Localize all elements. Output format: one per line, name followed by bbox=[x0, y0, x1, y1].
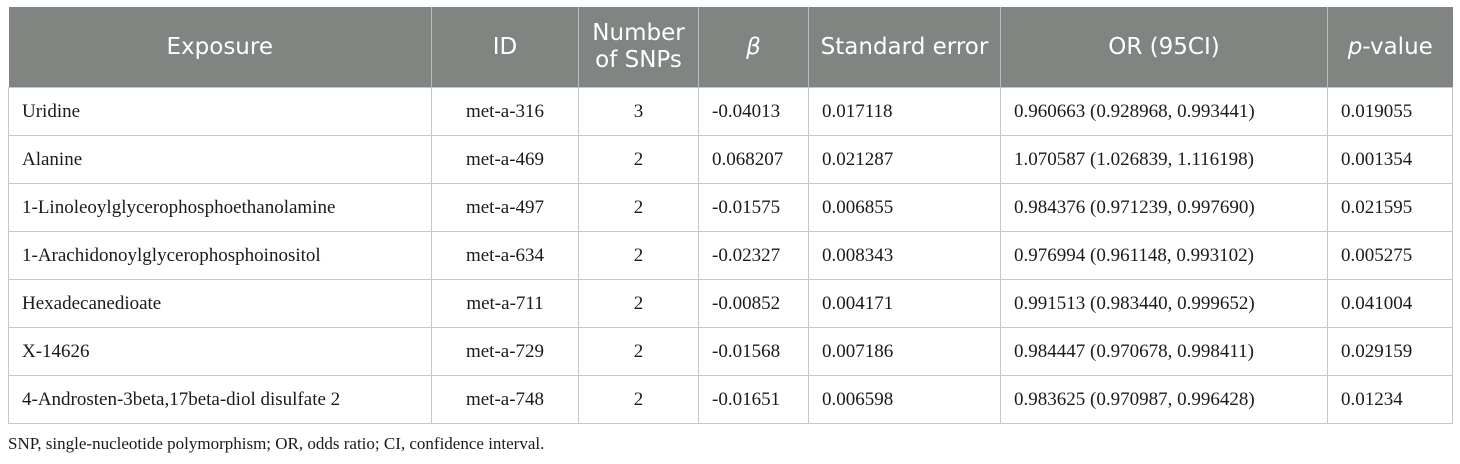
cell-beta: -0.01575 bbox=[698, 183, 809, 232]
header-id: ID bbox=[431, 7, 579, 88]
header-or-95ci: OR (95CI) bbox=[1000, 7, 1328, 88]
results-table-container: Exposure ID Number of SNPs β Standard er… bbox=[8, 7, 1453, 424]
table-row: 1-Arachidonoylglycerophosphoinositol met-… bbox=[8, 231, 1453, 280]
cell-p-value: 0.01234 bbox=[1327, 375, 1453, 424]
table-row: Uridine met-a-316 3 -0.04013 0.017118 0.96066… bbox=[8, 87, 1453, 136]
table-row: X-14626 met-a-729 2 -0.01568 0.007186 0.98444… bbox=[8, 327, 1453, 376]
cell-id: met-a-469 bbox=[431, 135, 579, 184]
header-exposure: Exposure bbox=[8, 7, 432, 88]
cell-number-of-snps: 2 bbox=[578, 375, 699, 424]
cell-standard-error: 0.004171 bbox=[808, 279, 1001, 328]
beta-symbol: β bbox=[746, 33, 761, 60]
cell-number-of-snps: 2 bbox=[578, 183, 699, 232]
cell-beta: -0.00852 bbox=[698, 279, 809, 328]
cell-or-95ci: 0.960663 (0.928968, 0.993441) bbox=[1000, 87, 1328, 136]
table-body: Uridine met-a-316 3 -0.04013 0.017118 0.96066… bbox=[8, 87, 1453, 424]
cell-or-95ci: 0.984376 (0.971239, 0.997690) bbox=[1000, 183, 1328, 232]
p-italic: p bbox=[1347, 33, 1363, 60]
cell-id: met-a-497 bbox=[431, 183, 579, 232]
cell-number-of-snps: 2 bbox=[578, 279, 699, 328]
cell-id: met-a-634 bbox=[431, 231, 579, 280]
cell-number-of-snps: 3 bbox=[578, 87, 699, 136]
cell-beta: -0.02327 bbox=[698, 231, 809, 280]
cell-or-95ci: 0.983625 (0.970987, 0.996428) bbox=[1000, 375, 1328, 424]
cell-exposure: Uridine bbox=[8, 87, 432, 136]
cell-p-value: 0.021595 bbox=[1327, 183, 1453, 232]
header-beta: β bbox=[698, 7, 809, 88]
cell-exposure: Hexadecanedioate bbox=[8, 279, 432, 328]
cell-p-value: 0.001354 bbox=[1327, 135, 1453, 184]
cell-id: met-a-729 bbox=[431, 327, 579, 376]
cell-standard-error: 0.008343 bbox=[808, 231, 1001, 280]
cell-beta: -0.01651 bbox=[698, 375, 809, 424]
cell-standard-error: 0.021287 bbox=[808, 135, 1001, 184]
header-standard-error: Standard error bbox=[808, 7, 1001, 88]
cell-exposure: 4-Androsten-3beta,17beta-diol disulfate … bbox=[8, 375, 432, 424]
cell-p-value: 0.019055 bbox=[1327, 87, 1453, 136]
header-number-of-snps: Number of SNPs bbox=[578, 7, 699, 88]
cell-standard-error: 0.006598 bbox=[808, 375, 1001, 424]
table-row: Hexadecanedioate met-a-711 2 -0.00852 0.0041… bbox=[8, 279, 1453, 328]
table-row: 4-Androsten-3beta,17beta-diol disulfate … bbox=[8, 375, 1453, 424]
cell-or-95ci: 0.976994 (0.961148, 0.993102) bbox=[1000, 231, 1328, 280]
cell-p-value: 0.041004 bbox=[1327, 279, 1453, 328]
cell-number-of-snps: 2 bbox=[578, 135, 699, 184]
cell-or-95ci: 0.984447 (0.970678, 0.998411) bbox=[1000, 327, 1328, 376]
cell-standard-error: 0.017118 bbox=[808, 87, 1001, 136]
table-row: 1-Linoleoylglycerophosphoethanolamine met… bbox=[8, 183, 1453, 232]
cell-p-value: 0.005275 bbox=[1327, 231, 1453, 280]
cell-exposure: 1-Arachidonoylglycerophosphoinositol bbox=[8, 231, 432, 280]
cell-or-95ci: 1.070587 (1.026839, 1.116198) bbox=[1000, 135, 1328, 184]
cell-id: met-a-748 bbox=[431, 375, 579, 424]
header-p-value: p-value bbox=[1327, 7, 1453, 88]
cell-beta: 0.068207 bbox=[698, 135, 809, 184]
results-table: Exposure ID Number of SNPs β Standard er… bbox=[8, 7, 1453, 424]
cell-standard-error: 0.006855 bbox=[808, 183, 1001, 232]
cell-id: met-a-711 bbox=[431, 279, 579, 328]
cell-number-of-snps: 2 bbox=[578, 231, 699, 280]
cell-standard-error: 0.007186 bbox=[808, 327, 1001, 376]
cell-id: met-a-316 bbox=[431, 87, 579, 136]
header-row: Exposure ID Number of SNPs β Standard er… bbox=[8, 7, 1453, 88]
cell-exposure: X-14626 bbox=[8, 327, 432, 376]
cell-beta: -0.01568 bbox=[698, 327, 809, 376]
cell-or-95ci: 0.991513 (0.983440, 0.999652) bbox=[1000, 279, 1328, 328]
p-value-suffix: -value bbox=[1362, 33, 1433, 60]
cell-beta: -0.04013 bbox=[698, 87, 809, 136]
cell-exposure: Alanine bbox=[8, 135, 432, 184]
cell-exposure: 1-Linoleoylglycerophosphoethanolamine bbox=[8, 183, 432, 232]
cell-p-value: 0.029159 bbox=[1327, 327, 1453, 376]
table-row: Alanine met-a-469 2 0.068207 0.021287 1.07058… bbox=[8, 135, 1453, 184]
table-footnote: SNP, single-nucleotide polymorphism; OR,… bbox=[8, 434, 545, 453]
cell-number-of-snps: 2 bbox=[578, 327, 699, 376]
